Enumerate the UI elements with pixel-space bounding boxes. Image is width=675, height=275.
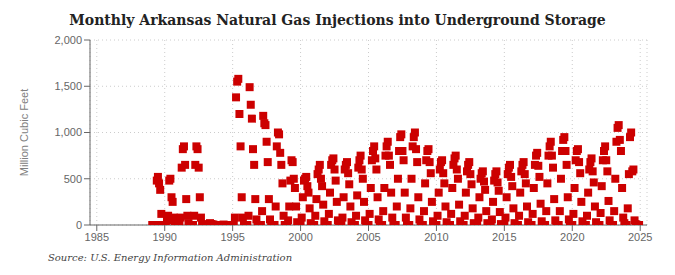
html-text:Monthly Arkansas Natural Gas I: Monthly Arkansas Natural Gas Injections … xyxy=(69,12,606,28)
svg-text:1995: 1995 xyxy=(220,231,244,243)
svg-text:2020: 2020 xyxy=(560,231,584,243)
svg-text:1990: 1990 xyxy=(152,231,176,243)
svg-text:2025: 2025 xyxy=(628,231,652,243)
svg-text:2010: 2010 xyxy=(424,231,448,243)
svg-text:1985: 1985 xyxy=(85,231,109,243)
svg-text:Million Cubic Feet: Million Cubic Feet xyxy=(18,89,30,176)
svg-text:0: 0 xyxy=(76,219,82,231)
svg-text:2,000: 2,000 xyxy=(54,34,82,46)
html-text:Source: U.S. Energy Informatio: Source: U.S. Energy Information Administ… xyxy=(48,252,293,263)
svg-text:1,000: 1,000 xyxy=(54,126,82,138)
svg-text:1,500: 1,500 xyxy=(54,80,82,92)
svg-text:2005: 2005 xyxy=(356,231,380,243)
svg-text:2000: 2000 xyxy=(288,231,312,243)
svg-text:2015: 2015 xyxy=(492,231,516,243)
svg-text:500: 500 xyxy=(64,173,82,185)
